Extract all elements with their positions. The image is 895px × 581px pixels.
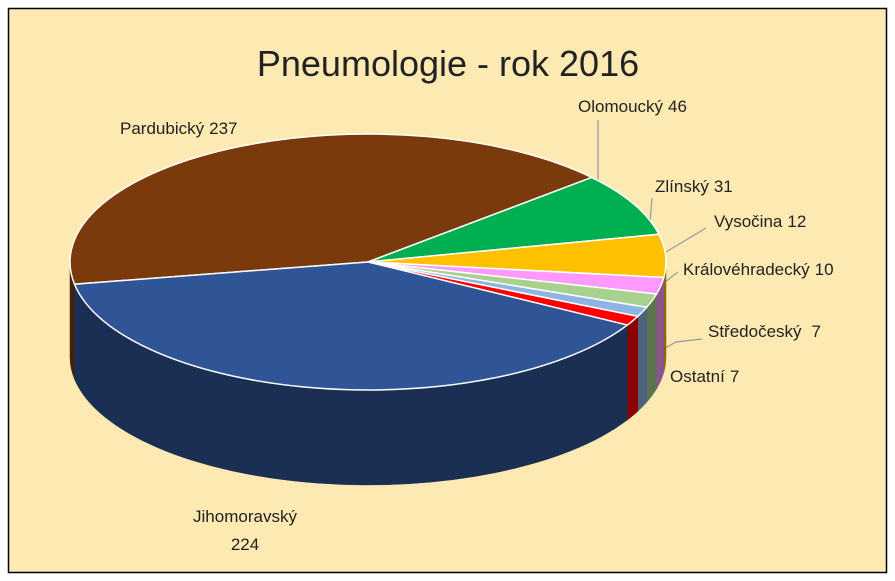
chart-title: Pneumologie - rok 2016 [257,43,639,84]
data-label: Olomoucký 46 [578,97,687,116]
data-label-name: Středočeský [708,322,802,341]
data-label: Jihomoravský 224 [193,507,297,554]
slice [73,261,630,391]
slice [69,133,594,286]
data-label: Zlínský 31 [655,177,733,196]
slice-side [656,277,665,390]
data-label: Ostatní 7 [670,367,739,386]
data-label: Středočeský 7 [708,322,821,341]
data-label: Královéhradecký 10 [683,260,834,279]
data-label-value: 237 [209,119,237,138]
tops [69,133,667,391]
data-label: Pardubický 237 [120,119,237,138]
data-label-value: 224 [231,535,259,554]
data-label-name: Olomoucký [578,97,664,116]
data-label-name: Pardubický [120,119,205,138]
data-label-name: Královéhradecký [683,260,810,279]
leader-line [649,197,653,223]
data-label-name: Vysočina [714,212,783,231]
leader-line [665,227,707,253]
leader-line [664,271,679,283]
data-label-value: 31 [714,177,733,196]
slice-side [637,306,647,412]
data-label: Vysočina 12 [714,212,806,231]
slice-side [646,293,657,403]
data-label-name: Zlínský [655,177,709,196]
data-label-value: 7 [730,367,739,386]
data-label-value: 46 [668,97,687,116]
data-label-name: Jihomoravský [193,507,297,526]
data-label-value: 10 [815,260,834,279]
slice-side [627,315,639,421]
data-label-value: 12 [787,212,806,231]
data-label-value: 7 [812,322,821,341]
data-label-name: Ostatní [670,367,725,386]
